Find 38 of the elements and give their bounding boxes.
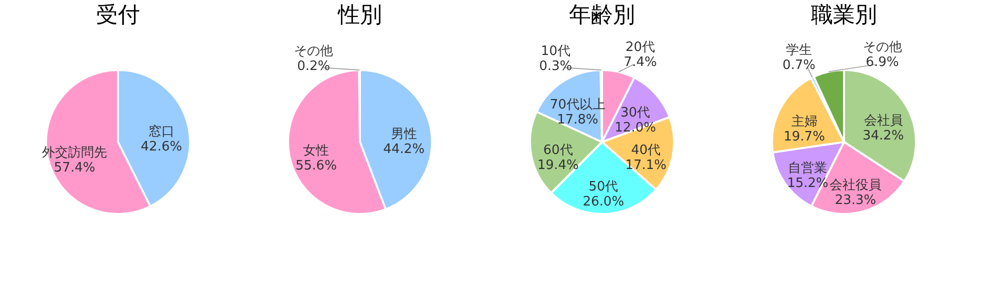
slice-label: 20代 — [626, 40, 656, 56]
slice-label: 自営業 — [788, 161, 828, 176]
slice-label: 50代 — [588, 180, 618, 195]
data-label: 19.7% — [784, 130, 825, 145]
chart-title: 年齢別 — [569, 3, 635, 28]
data-label: 19.4% — [537, 158, 579, 173]
data-label: 0.3% — [539, 58, 572, 74]
chart-title: 職業別 — [811, 3, 877, 28]
slice-label: 60代 — [543, 142, 573, 158]
data-label: 23.3% — [834, 193, 876, 208]
slice-label: 窓口 — [148, 124, 174, 140]
slice-label: 10代 — [540, 44, 570, 59]
slice-label: 30代 — [620, 105, 650, 120]
data-label: 17.8% — [556, 112, 598, 128]
data-label: 34.2% — [862, 128, 904, 144]
data-label: 15.2% — [787, 176, 828, 192]
data-label: 55.6% — [295, 158, 337, 174]
data-label: 0.2% — [297, 58, 330, 74]
data-label: 57.4% — [54, 160, 96, 176]
slice-label: 40代 — [631, 143, 661, 158]
data-label: 26.0% — [582, 194, 624, 210]
slice-label: 女性 — [303, 143, 330, 158]
slice-label: 会社役員 — [830, 178, 882, 194]
data-label: 44.2% — [383, 142, 425, 157]
data-label: 6.9% — [866, 55, 899, 70]
slice-label: 学生 — [786, 43, 812, 58]
chart-title: 性別 — [337, 3, 382, 28]
slice-label: その他 — [294, 44, 334, 59]
data-label: 7.4% — [624, 55, 657, 70]
data-label: 42.6% — [140, 140, 182, 155]
slice-label: 主婦 — [791, 114, 818, 130]
slice-label: 会社員 — [864, 114, 903, 129]
slice-label: 70代以上 — [550, 98, 606, 113]
chart-title: 受付 — [96, 3, 140, 28]
slice-label: 外交訪問先 — [42, 144, 108, 160]
slice-label: 男性 — [390, 126, 417, 142]
data-label: 0.7% — [782, 58, 816, 74]
slice-label: その他 — [862, 40, 902, 56]
